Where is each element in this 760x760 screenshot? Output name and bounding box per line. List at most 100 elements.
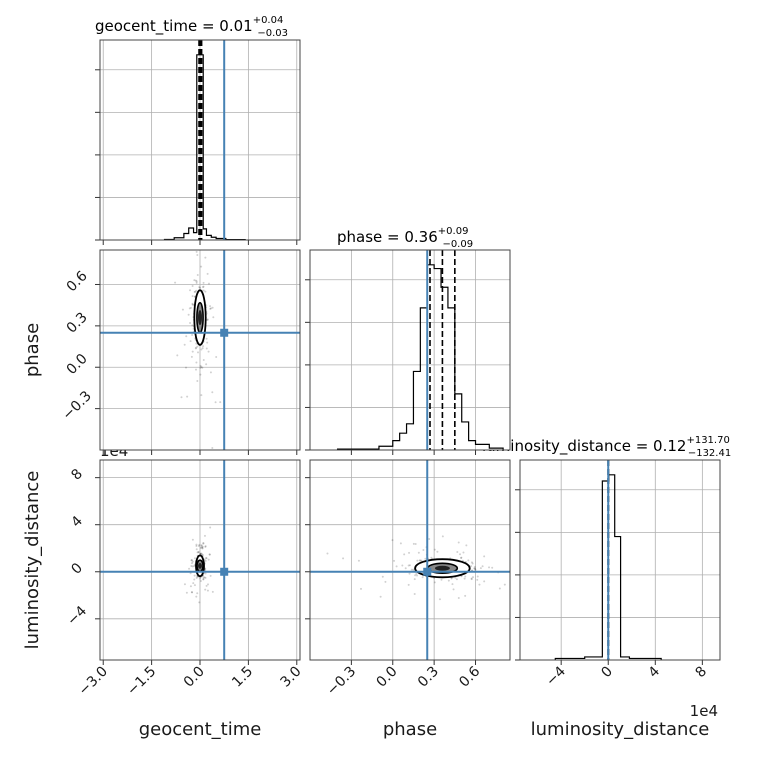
scatter-point (206, 341, 209, 344)
scatter-point (408, 564, 411, 567)
x-tick-label: 1.5 (229, 664, 256, 691)
scatter-point (433, 581, 436, 584)
scatter-point (200, 544, 203, 547)
scatter-point (465, 544, 468, 547)
scatter-point (183, 583, 186, 586)
scatter-point (201, 347, 204, 350)
scatter-point (176, 354, 179, 357)
scatter-point (174, 281, 177, 284)
scatter-point (416, 574, 419, 577)
scatter-point (199, 364, 202, 367)
scatter-point (359, 587, 362, 590)
scatter-point (420, 559, 423, 562)
scatter-point (503, 583, 506, 586)
scatter-point (202, 285, 205, 288)
scatter-point (195, 577, 198, 580)
scatter-point (185, 591, 188, 594)
scatter-point (412, 542, 415, 545)
scatter-point (393, 559, 396, 562)
panel-frame (99, 249, 301, 451)
scatter-point (190, 591, 193, 594)
panel-frame (309, 459, 511, 661)
scatter-point (478, 583, 481, 586)
scatter-point (191, 285, 194, 288)
scatter-point (454, 576, 457, 579)
scatter-point (452, 588, 455, 591)
scatter-point (200, 394, 203, 397)
scatter-point (410, 568, 413, 571)
scatter-point (451, 583, 454, 586)
scatter-point (412, 568, 415, 571)
scatter-point (413, 578, 416, 581)
scatter-point (479, 567, 482, 570)
scatter-point (193, 290, 196, 293)
scatter-point (202, 286, 205, 289)
scatter-point (460, 556, 463, 559)
scatter-point (204, 256, 207, 259)
scatter-phase-luminosity_distance (310, 460, 510, 660)
scatter-point (204, 545, 207, 548)
scatter-point (190, 565, 193, 568)
scatter-point (204, 576, 207, 579)
scatter-point (186, 395, 189, 398)
scatter-point (191, 302, 194, 305)
scatter-point (433, 548, 436, 551)
scatter-point (204, 545, 207, 548)
scatter-point (191, 538, 194, 541)
scatter-point (201, 366, 204, 369)
scatter-point (212, 316, 215, 319)
scatter-point (180, 396, 183, 399)
scatter-point (183, 343, 186, 346)
scatter-point (424, 557, 427, 560)
scatter-point (471, 562, 474, 565)
y-tick-label: −0.3 (59, 388, 94, 423)
scatter-point (195, 595, 198, 598)
x-tick-label: 0 (598, 664, 616, 682)
scatter-point (198, 601, 201, 604)
scatter-point (196, 592, 199, 595)
scatter-point (473, 565, 476, 568)
scatter-point (200, 552, 203, 555)
ylabel-phase: phase (22, 323, 43, 377)
scatter-point (189, 306, 192, 309)
scatter-point (197, 545, 200, 548)
scatter-point (194, 279, 197, 282)
scatter-point (428, 538, 431, 541)
scatter-point (190, 355, 193, 358)
scatter-point (198, 543, 201, 546)
scatter-point (195, 289, 198, 292)
panel-frame (99, 459, 301, 661)
x-tick-label: 4 (646, 663, 664, 681)
scatter-point (417, 551, 420, 554)
scatter-point (201, 547, 204, 550)
scatter-point (202, 345, 205, 348)
scatter-point (206, 589, 209, 592)
scatter-point (191, 324, 194, 327)
scatter-point (460, 556, 463, 559)
scatter-point (415, 572, 418, 575)
x-tick-label: 3.0 (278, 664, 305, 691)
xlabel-phase: phase (383, 719, 437, 740)
scatter-point (401, 564, 404, 567)
scatter-point (399, 542, 402, 545)
scatter-point (418, 559, 421, 562)
title-luminosity-distance: luminosity_distance = 0.12+131.70 −132.41 (482, 435, 731, 459)
scatter-point (195, 361, 198, 364)
scatter-point (201, 546, 204, 549)
scatter-point (202, 576, 205, 579)
scatter-point (438, 598, 441, 601)
scatter-point (464, 575, 467, 578)
scatter-point (206, 318, 209, 321)
scatter-point (407, 583, 410, 586)
scatter-point (200, 348, 203, 351)
scatter-point (458, 553, 461, 556)
truth-marker (423, 567, 432, 576)
scatter-point (441, 535, 444, 538)
scatter-point (421, 576, 424, 579)
scatter-point (381, 575, 384, 578)
scatter-point (199, 546, 202, 549)
scatter-point (472, 576, 475, 579)
scatter-point (201, 554, 204, 557)
scatter-point (342, 557, 345, 560)
scatter-point (187, 313, 190, 316)
